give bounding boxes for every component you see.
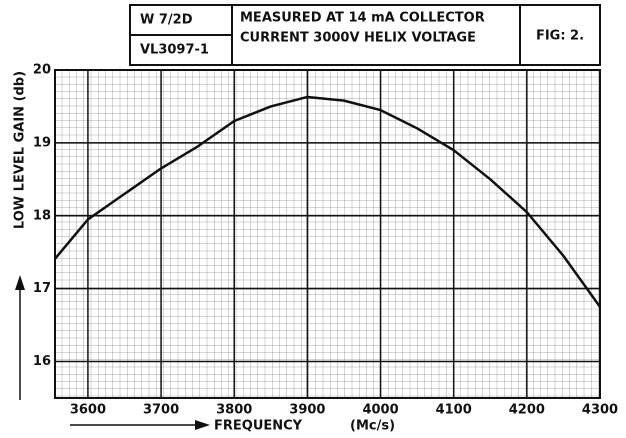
y-tick-label: 17 (33, 281, 51, 296)
y-tick-label: 16 (33, 354, 51, 369)
y-axis-label: LOW LEVEL GAIN (db) (13, 71, 28, 229)
y-arrow-head (15, 275, 25, 290)
x-tick-label: 3700 (143, 403, 179, 418)
x-tick-label: 3900 (289, 403, 325, 418)
x-arrow-head (195, 420, 210, 430)
x-tick-label: 4100 (436, 403, 472, 418)
x-tick-label: 4000 (362, 403, 398, 418)
x-tick-label: 4300 (582, 403, 618, 418)
x-axis-unit: (Mc/s) (350, 419, 395, 434)
x-axis-label: FREQUENCY (214, 419, 303, 434)
header-box (129, 4, 601, 66)
x-tick-label: 3800 (216, 403, 252, 418)
x-tick-label: 3600 (70, 403, 106, 418)
header-conditions: CURRENT 3000V HELIX VOLTAGE (240, 31, 476, 46)
x-tick-label: 4200 (509, 403, 545, 418)
header-code: W 7/2D (140, 13, 193, 28)
y-tick-label: 20 (33, 63, 51, 78)
minor-grid (55, 70, 600, 398)
header-figure: FIG: 2. (536, 29, 584, 44)
y-tick-label: 18 (33, 208, 51, 223)
y-tick-label: 19 (33, 135, 51, 150)
gain-curve (54, 95, 602, 308)
header-conditions: MEASURED AT 14 mA COLLECTOR (240, 11, 485, 26)
header-valve: VL3097-1 (140, 43, 209, 58)
